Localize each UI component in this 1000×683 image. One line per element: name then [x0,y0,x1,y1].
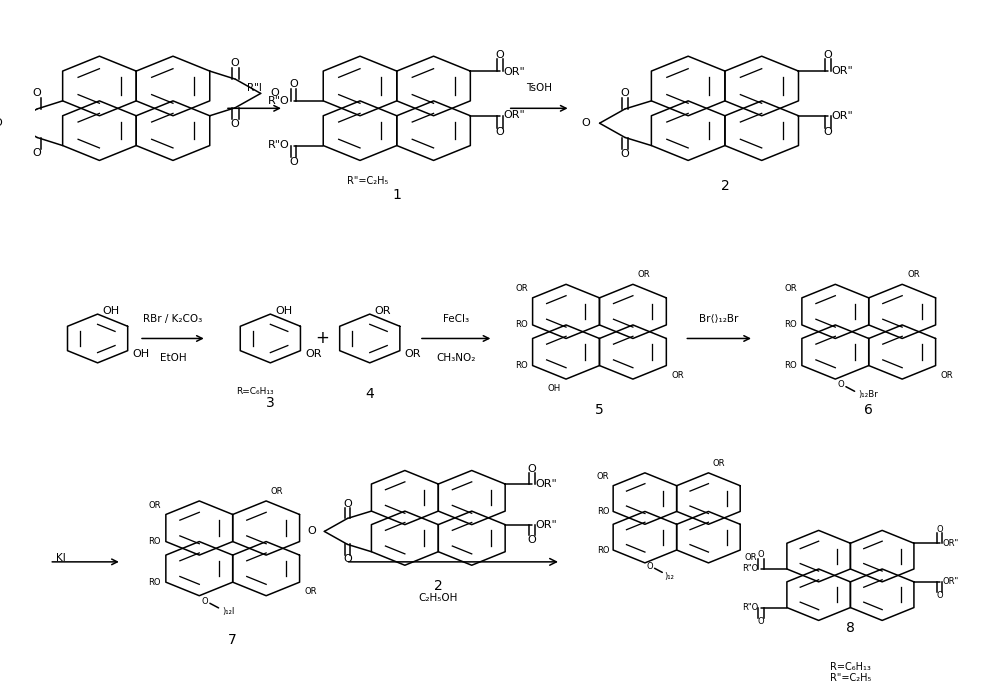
Text: OR: OR [597,472,609,482]
Text: R=C₆H₁₃: R=C₆H₁₃ [236,387,274,395]
Text: OR: OR [149,501,161,510]
Text: OR: OR [907,270,920,279]
Text: O: O [33,88,42,98]
Text: OR: OR [515,284,528,293]
Text: 2: 2 [434,579,443,593]
Text: OH: OH [548,384,561,393]
Text: OR: OR [638,270,650,279]
Text: FeCl₃: FeCl₃ [443,313,469,324]
Text: OR: OR [305,349,322,359]
Text: O: O [936,591,943,600]
Text: O: O [758,550,765,559]
Text: O: O [289,157,298,167]
Text: R"O: R"O [742,603,758,612]
Text: R"O: R"O [268,96,290,107]
Text: OR: OR [712,460,725,469]
Text: O: O [33,148,42,158]
Text: C₂H₅OH: C₂H₅OH [419,593,458,602]
Text: OR: OR [744,553,757,562]
Text: )₁₂: )₁₂ [664,572,674,581]
Text: OR": OR" [535,520,557,529]
Text: OR": OR" [832,111,853,121]
Text: 8: 8 [846,622,855,635]
Text: O: O [496,50,504,59]
Text: TsOH: TsOH [526,83,552,94]
Text: RO: RO [784,361,797,370]
Text: O: O [837,380,844,389]
Text: +: + [316,329,329,348]
Text: OR": OR" [832,66,853,76]
Text: OH: OH [102,306,120,316]
Text: R"=C₂H₅: R"=C₂H₅ [347,176,388,186]
Text: OR: OR [405,349,421,359]
Text: OR": OR" [943,577,959,586]
Text: OR: OR [940,371,953,380]
Text: O: O [647,562,653,571]
Text: OR": OR" [503,110,525,120]
Text: OR: OR [271,487,283,496]
Text: RBr / K₂CO₃: RBr / K₂CO₃ [143,313,202,324]
Text: O: O [0,118,2,128]
Text: OR": OR" [503,67,525,76]
Text: EtOH: EtOH [160,353,186,363]
Text: RO: RO [515,320,528,329]
Text: RO: RO [149,537,161,546]
Text: R"=C₂H₅: R"=C₂H₅ [830,673,871,683]
Text: 5: 5 [595,402,604,417]
Text: OH: OH [275,306,292,316]
Text: O: O [824,50,833,59]
Text: O: O [343,499,352,509]
Text: O: O [824,127,833,137]
Text: OH: OH [133,349,150,359]
Text: O: O [289,79,298,89]
Text: 7: 7 [228,632,237,647]
Text: RO: RO [784,320,797,329]
Text: O: O [528,464,537,474]
Text: O: O [270,88,279,98]
Text: CH₃NO₂: CH₃NO₂ [436,353,476,363]
Text: RO: RO [597,507,609,516]
Text: O: O [581,118,590,128]
Text: 6: 6 [864,402,873,417]
Text: R"O: R"O [268,140,290,150]
Text: RO: RO [515,361,528,370]
Text: O: O [936,525,943,533]
Text: KI: KI [56,553,66,563]
Text: OR: OR [671,371,684,380]
Text: OR: OR [784,284,797,293]
Text: O: O [307,527,316,536]
Text: O: O [758,617,765,626]
Text: O: O [621,88,629,98]
Text: R"O: R"O [742,564,758,574]
Text: O: O [528,535,537,544]
Text: O: O [231,119,240,128]
Text: 2: 2 [721,179,729,193]
Text: O: O [496,127,504,137]
Text: OR: OR [304,587,317,596]
Text: OR: OR [375,306,391,316]
Text: R=C₆H₁₃: R=C₆H₁₃ [830,662,871,672]
Text: OR": OR" [535,479,557,489]
Text: O: O [343,554,352,564]
Text: OR": OR" [943,539,959,548]
Text: R"I: R"I [247,83,262,94]
Text: RO: RO [149,578,161,587]
Text: Br⟨⟩₁₂Br: Br⟨⟩₁₂Br [699,313,739,324]
Text: O: O [231,58,240,68]
Text: O: O [201,597,208,606]
Text: 3: 3 [266,395,275,410]
Text: )₁₂I: )₁₂I [222,607,235,616]
Text: RO: RO [597,546,609,555]
Text: )₁₂Br: )₁₂Br [858,390,878,400]
Text: 1: 1 [392,188,401,202]
Text: 4: 4 [365,387,374,401]
Text: O: O [621,149,629,158]
